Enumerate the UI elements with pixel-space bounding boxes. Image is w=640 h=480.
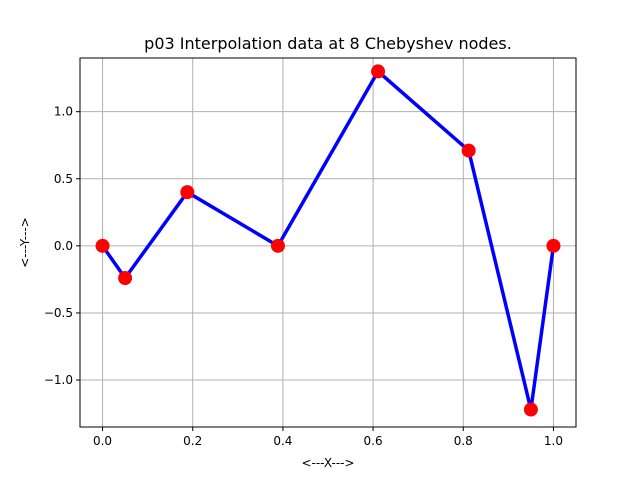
axis-ticks: 0.0 0.2 0.4 0.6 0.8 1.0 −1.0 −0.5 0.0 0.5 1.0 [44, 105, 563, 448]
y-tick-label: −0.5 [44, 306, 73, 320]
data-point [270, 238, 285, 253]
data-point [461, 143, 476, 158]
series-line [100, 69, 556, 412]
x-tick-label: 1.0 [544, 434, 563, 448]
data-point [523, 402, 538, 417]
x-tick-label: 0.4 [273, 434, 292, 448]
y-tick-label: 0.0 [54, 239, 73, 253]
grid [80, 58, 576, 427]
y-tick-label: −1.0 [44, 373, 73, 387]
y-axis-label: <---Y---> [18, 217, 32, 268]
x-axis-label: <---X---> [301, 456, 354, 470]
plot-area [95, 64, 561, 417]
data-point [118, 271, 133, 286]
y-tick-label: 1.0 [54, 105, 73, 119]
x-tick-label: 0.8 [454, 434, 473, 448]
data-point [371, 64, 386, 79]
y-tick-label: 0.5 [54, 172, 73, 186]
x-tick-label: 0.2 [183, 434, 202, 448]
x-tick-label: 0.6 [364, 434, 383, 448]
data-point [180, 185, 195, 200]
axes-frame [79, 57, 577, 428]
chart-title: p03 Interpolation data at 8 Chebyshev no… [144, 34, 512, 53]
data-point [546, 238, 561, 253]
data-point [95, 238, 110, 253]
x-tick-label: 0.0 [93, 434, 112, 448]
